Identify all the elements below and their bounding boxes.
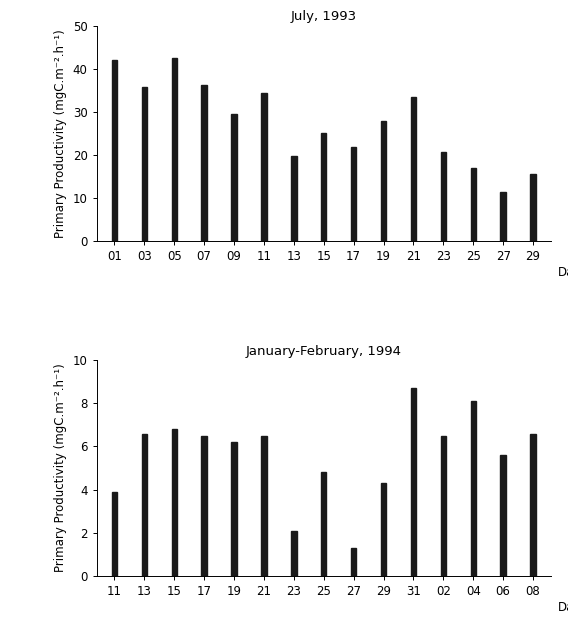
- Bar: [321, 472, 327, 576]
- Bar: [381, 483, 386, 576]
- Bar: [411, 388, 416, 576]
- Bar: [411, 97, 416, 241]
- Bar: [231, 114, 237, 241]
- Title: July, 1993: July, 1993: [291, 10, 357, 23]
- Bar: [381, 120, 386, 241]
- Bar: [202, 436, 207, 576]
- Bar: [112, 492, 117, 576]
- Title: January-February, 1994: January-February, 1994: [246, 344, 402, 358]
- Bar: [141, 87, 147, 241]
- Bar: [531, 173, 536, 241]
- Bar: [351, 147, 356, 241]
- Bar: [172, 429, 177, 576]
- Bar: [141, 433, 147, 576]
- Bar: [500, 192, 506, 241]
- Bar: [531, 433, 536, 576]
- Text: Days: Days: [558, 266, 568, 280]
- Bar: [470, 168, 476, 241]
- Bar: [261, 93, 266, 241]
- Bar: [351, 548, 356, 576]
- Bar: [261, 436, 266, 576]
- Bar: [172, 58, 177, 241]
- Bar: [500, 455, 506, 576]
- Bar: [291, 531, 296, 576]
- Text: Days: Days: [558, 601, 568, 614]
- Bar: [441, 152, 446, 241]
- Bar: [470, 401, 476, 576]
- Bar: [231, 442, 237, 576]
- Y-axis label: Primary Productivity (mgC.m⁻².h⁻¹): Primary Productivity (mgC.m⁻².h⁻¹): [54, 364, 67, 572]
- Y-axis label: Primary Productivity (mgC.m⁻².h⁻¹): Primary Productivity (mgC.m⁻².h⁻¹): [54, 29, 67, 238]
- Bar: [291, 156, 296, 241]
- Bar: [441, 436, 446, 576]
- Bar: [202, 84, 207, 241]
- Bar: [112, 60, 117, 241]
- Bar: [321, 132, 327, 241]
